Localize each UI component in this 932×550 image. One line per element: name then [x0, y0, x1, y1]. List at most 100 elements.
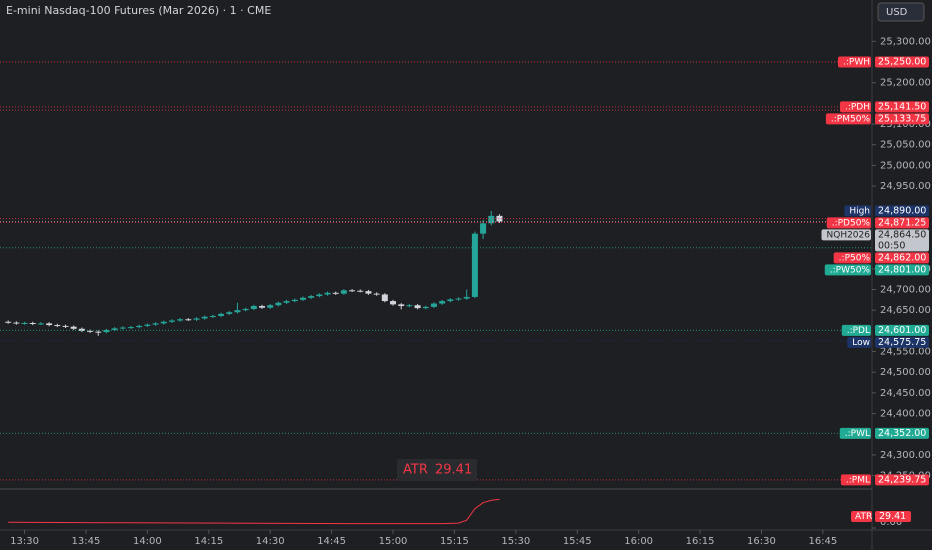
level-name-box	[821, 229, 871, 241]
candle-body	[29, 322, 36, 324]
level-price: 24,801.00	[878, 264, 926, 275]
level-price: 24,601.00	[878, 325, 926, 336]
level-price-box	[875, 427, 929, 439]
level-name-box	[825, 113, 871, 125]
candle-body	[46, 323, 53, 326]
level-price: 24,575.75	[878, 337, 926, 348]
level-name-box	[844, 205, 871, 217]
candle-body	[111, 328, 118, 331]
level-price: 24,871.25	[878, 217, 926, 228]
level-name: .:PWL	[845, 429, 870, 439]
candle-body	[193, 318, 200, 320]
candle-body	[324, 292, 331, 295]
candle-body	[168, 320, 175, 322]
y-tick-label: 24,400.00	[880, 409, 931, 420]
candle-body	[5, 321, 12, 323]
candle-body	[480, 223, 487, 234]
candle-body	[455, 298, 462, 300]
y-tick-label: 24,500.00	[880, 367, 931, 378]
level-price: 25,133.75	[878, 113, 926, 124]
level-name-box	[839, 427, 871, 439]
x-tick-label: 13:30	[10, 536, 39, 547]
y-tick-label: 24,550.00	[880, 347, 931, 358]
symbol-title: E-mini Nasdaq-100 Futures (Mar 2026) · 1…	[6, 4, 271, 17]
level-name: .:PM50%	[831, 114, 871, 124]
level-price: 25,250.00	[878, 57, 926, 68]
candle-body	[250, 306, 257, 309]
level-name-box	[841, 324, 871, 336]
level-price-box	[875, 101, 929, 113]
level-name: NQH2026	[827, 230, 871, 240]
x-tick-label: 14:30	[256, 536, 285, 547]
atr-legend-box	[397, 459, 477, 481]
candle-body	[144, 324, 151, 326]
candle-body	[332, 292, 339, 294]
candle-body	[488, 215, 495, 224]
level-name: .:PDL	[847, 326, 870, 336]
level-price: 24,864.50	[878, 229, 926, 240]
candle-body	[430, 303, 437, 307]
x-tick-label: 15:45	[563, 536, 592, 547]
candle-body	[54, 325, 61, 327]
x-tick-label: 16:00	[624, 536, 653, 547]
atr-value-box	[875, 511, 911, 522]
level-name: .:PD50%	[832, 218, 871, 228]
candle-body	[242, 308, 249, 311]
level-price: 25,141.50	[878, 101, 926, 112]
level-name-box	[847, 336, 871, 348]
candle-body	[340, 290, 347, 294]
level-price-box	[875, 264, 929, 276]
level-price: 24,862.00	[878, 252, 926, 263]
y-tick-label: 25,300.00	[880, 36, 931, 47]
atr-value: 29.41	[879, 511, 906, 522]
x-tick-label: 14:15	[194, 536, 223, 547]
level-price-box	[875, 474, 929, 486]
level-price-box	[875, 113, 929, 125]
countdown: 00:50	[878, 240, 905, 251]
candle-body	[218, 313, 225, 316]
y-tick-label: 25,100.00	[880, 119, 931, 130]
level-price-box	[875, 217, 929, 229]
currency-button[interactable]	[877, 2, 925, 22]
candle-body	[365, 291, 372, 294]
candle-body	[267, 305, 274, 308]
atr-legend-name: ATR	[403, 463, 428, 478]
candle-body	[414, 305, 421, 309]
y-tick-label: 24,700.00	[880, 284, 931, 295]
level-name: High	[849, 206, 870, 216]
candle-body	[447, 299, 454, 302]
level-name-box	[839, 101, 871, 113]
candle-body	[21, 322, 28, 324]
candle-body	[209, 315, 216, 317]
atr-legend-value: 29.41	[435, 463, 472, 478]
candle-body	[439, 301, 446, 304]
candle-body	[496, 215, 503, 222]
level-price: 24,352.00	[878, 428, 926, 439]
candle-body	[398, 304, 405, 307]
x-tick-label: 13:45	[72, 536, 101, 547]
candle-body	[70, 326, 77, 329]
level-name-box	[838, 56, 871, 68]
level-name: .:PWH	[843, 58, 870, 68]
candle-body	[226, 312, 233, 314]
x-tick-label: 16:45	[808, 536, 837, 547]
candle-body	[185, 319, 192, 321]
candle-body	[160, 321, 167, 324]
price-levels: .:PWH 25,250.00 .:PDH 25,141.50 .:PM50% 25,13…	[397, 56, 929, 522]
atr-name: ATR	[855, 512, 872, 522]
candle-body	[291, 299, 298, 302]
candle-body	[463, 296, 470, 299]
currency-label[interactable]: USD	[886, 7, 908, 18]
candle-body	[177, 319, 184, 321]
candle-body	[471, 233, 478, 297]
candle-body	[373, 293, 380, 295]
atr-tick-label: 0.00	[880, 517, 902, 528]
level-price-box	[875, 336, 929, 348]
x-tick-label: 15:00	[379, 536, 408, 547]
x-tick-label: 14:45	[317, 536, 346, 547]
candle-body	[357, 290, 364, 292]
candle-body	[13, 322, 20, 324]
